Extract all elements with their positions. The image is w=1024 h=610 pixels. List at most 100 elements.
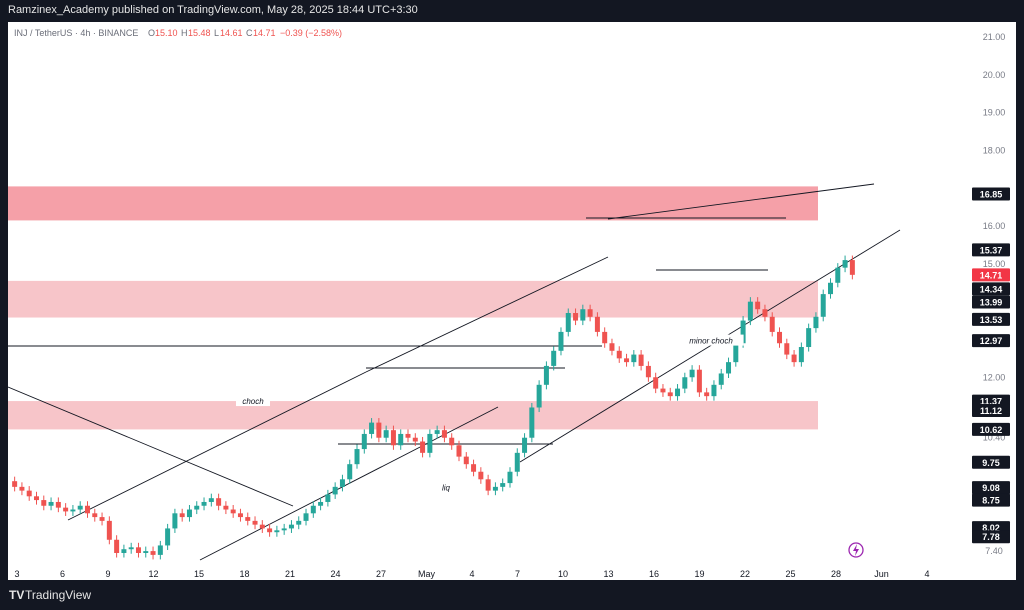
supply-demand-zone-1 (8, 186, 818, 221)
candle (616, 350, 622, 359)
candle (63, 507, 69, 512)
chart-area[interactable]: choch liq minor choch 21.00 20.00 19.00 18.00… (7, 22, 1016, 580)
candle (514, 452, 520, 472)
candle (405, 433, 411, 438)
annotation-minor-choch: minor choch (689, 337, 733, 346)
candle (157, 545, 163, 555)
candle (602, 331, 608, 344)
candle (733, 343, 739, 363)
candle (711, 384, 717, 397)
price-badge-label: 16.85 (980, 189, 1003, 199)
time-tick-label: 13 (603, 569, 613, 579)
low-label: L (214, 28, 219, 38)
price-badge-label: 9.08 (982, 483, 1000, 493)
candle (660, 388, 666, 393)
time-tick-label: 6 (60, 569, 65, 579)
price-badge (972, 530, 1010, 544)
price-badge-label: 12.97 (980, 336, 1003, 346)
candle (551, 350, 557, 366)
supply-demand-zone-2 (8, 280, 818, 318)
candle (624, 358, 630, 363)
price-badge (972, 312, 1010, 326)
publish-info: Ramzinex_Academy published on TradingVie… (8, 4, 418, 16)
candle (179, 513, 185, 518)
candle (303, 513, 309, 521)
close-value: 14.71 (253, 28, 276, 38)
time-tick-label: 15 (194, 569, 204, 579)
candle (500, 483, 506, 487)
candle (245, 517, 251, 521)
close-label: C (246, 28, 253, 38)
price-badge-label: 8.75 (982, 496, 1000, 506)
candle (529, 407, 535, 438)
price-badge-label: 14.71 (980, 270, 1003, 280)
candle (434, 430, 440, 434)
brand-name: TradingView (25, 588, 92, 602)
price-tick-label: 20.00 (983, 70, 1006, 80)
candle (347, 464, 353, 480)
candle (19, 486, 25, 491)
price-badge (972, 187, 1010, 201)
candle (281, 528, 287, 531)
price-tick-label: 18.00 (983, 145, 1006, 155)
time-tick-label: 10 (558, 569, 568, 579)
candle (398, 433, 404, 446)
price-badge-label: 9.75 (982, 458, 1000, 468)
candle (755, 301, 761, 310)
price-badge (972, 243, 1010, 257)
candle (543, 365, 549, 385)
candle (99, 517, 105, 521)
time-tick-label: 25 (785, 569, 795, 579)
annotation-bg (434, 481, 458, 493)
candle (638, 354, 644, 366)
annotation-choch: choch (242, 397, 264, 406)
falling-trendline (7, 386, 294, 507)
price-tick-label: 19.00 (983, 108, 1006, 118)
price-badge-label: 13.53 (980, 315, 1003, 325)
candle (354, 449, 360, 465)
candle (696, 369, 702, 393)
change-value: −0.39 (−2.58%) (280, 28, 342, 38)
candle (172, 513, 178, 529)
high-value: 15.48 (188, 28, 211, 38)
time-tick-label: 22 (740, 569, 750, 579)
time-tick-label: 3 (14, 569, 19, 579)
candle (609, 343, 615, 351)
candle (740, 320, 746, 344)
candle (84, 505, 90, 514)
candle (361, 433, 367, 450)
candle (332, 486, 338, 495)
price-chart[interactable]: choch liq minor choch 21.00 20.00 19.00 18.00… (7, 22, 1016, 580)
price-badge (972, 295, 1010, 309)
time-tick-label: 28 (831, 569, 841, 579)
price-badge-label: 13.99 (980, 298, 1003, 308)
candle (813, 316, 819, 329)
time-tick-label: May (418, 569, 436, 579)
candle (667, 392, 673, 397)
candle (26, 490, 32, 497)
candle (41, 500, 47, 506)
candle (165, 528, 171, 546)
channel-upper-line-2 (365, 256, 609, 373)
candle (412, 437, 418, 442)
candle (92, 513, 98, 518)
open-label: O (148, 28, 155, 38)
candle (777, 331, 783, 344)
alert-icon[interactable] (848, 542, 864, 558)
candle (259, 524, 265, 529)
price-badge (972, 422, 1010, 436)
candle (77, 505, 83, 510)
candle (580, 309, 586, 321)
candle (237, 513, 243, 518)
candle (594, 316, 600, 332)
supply-demand-zone-3 (8, 401, 818, 430)
price-badge (972, 404, 1010, 418)
candle (339, 479, 345, 487)
channel-upper-line-1 (67, 371, 367, 521)
candle (186, 509, 192, 518)
candle (573, 313, 579, 321)
candle (682, 377, 688, 389)
candle (747, 301, 753, 321)
time-tick-label: Jun (874, 569, 889, 579)
publish-header: Ramzinex_Academy published on TradingVie… (0, 0, 1024, 22)
